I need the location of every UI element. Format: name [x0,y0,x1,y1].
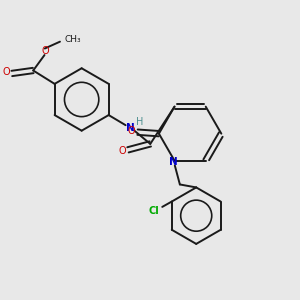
Text: CH₃: CH₃ [64,35,81,44]
Text: H: H [136,117,144,127]
Text: N: N [169,157,178,167]
Text: O: O [41,46,49,56]
Text: O: O [118,146,126,156]
Text: Cl: Cl [148,206,159,216]
Text: O: O [128,126,135,136]
Text: O: O [2,67,10,77]
Text: N: N [126,123,134,133]
